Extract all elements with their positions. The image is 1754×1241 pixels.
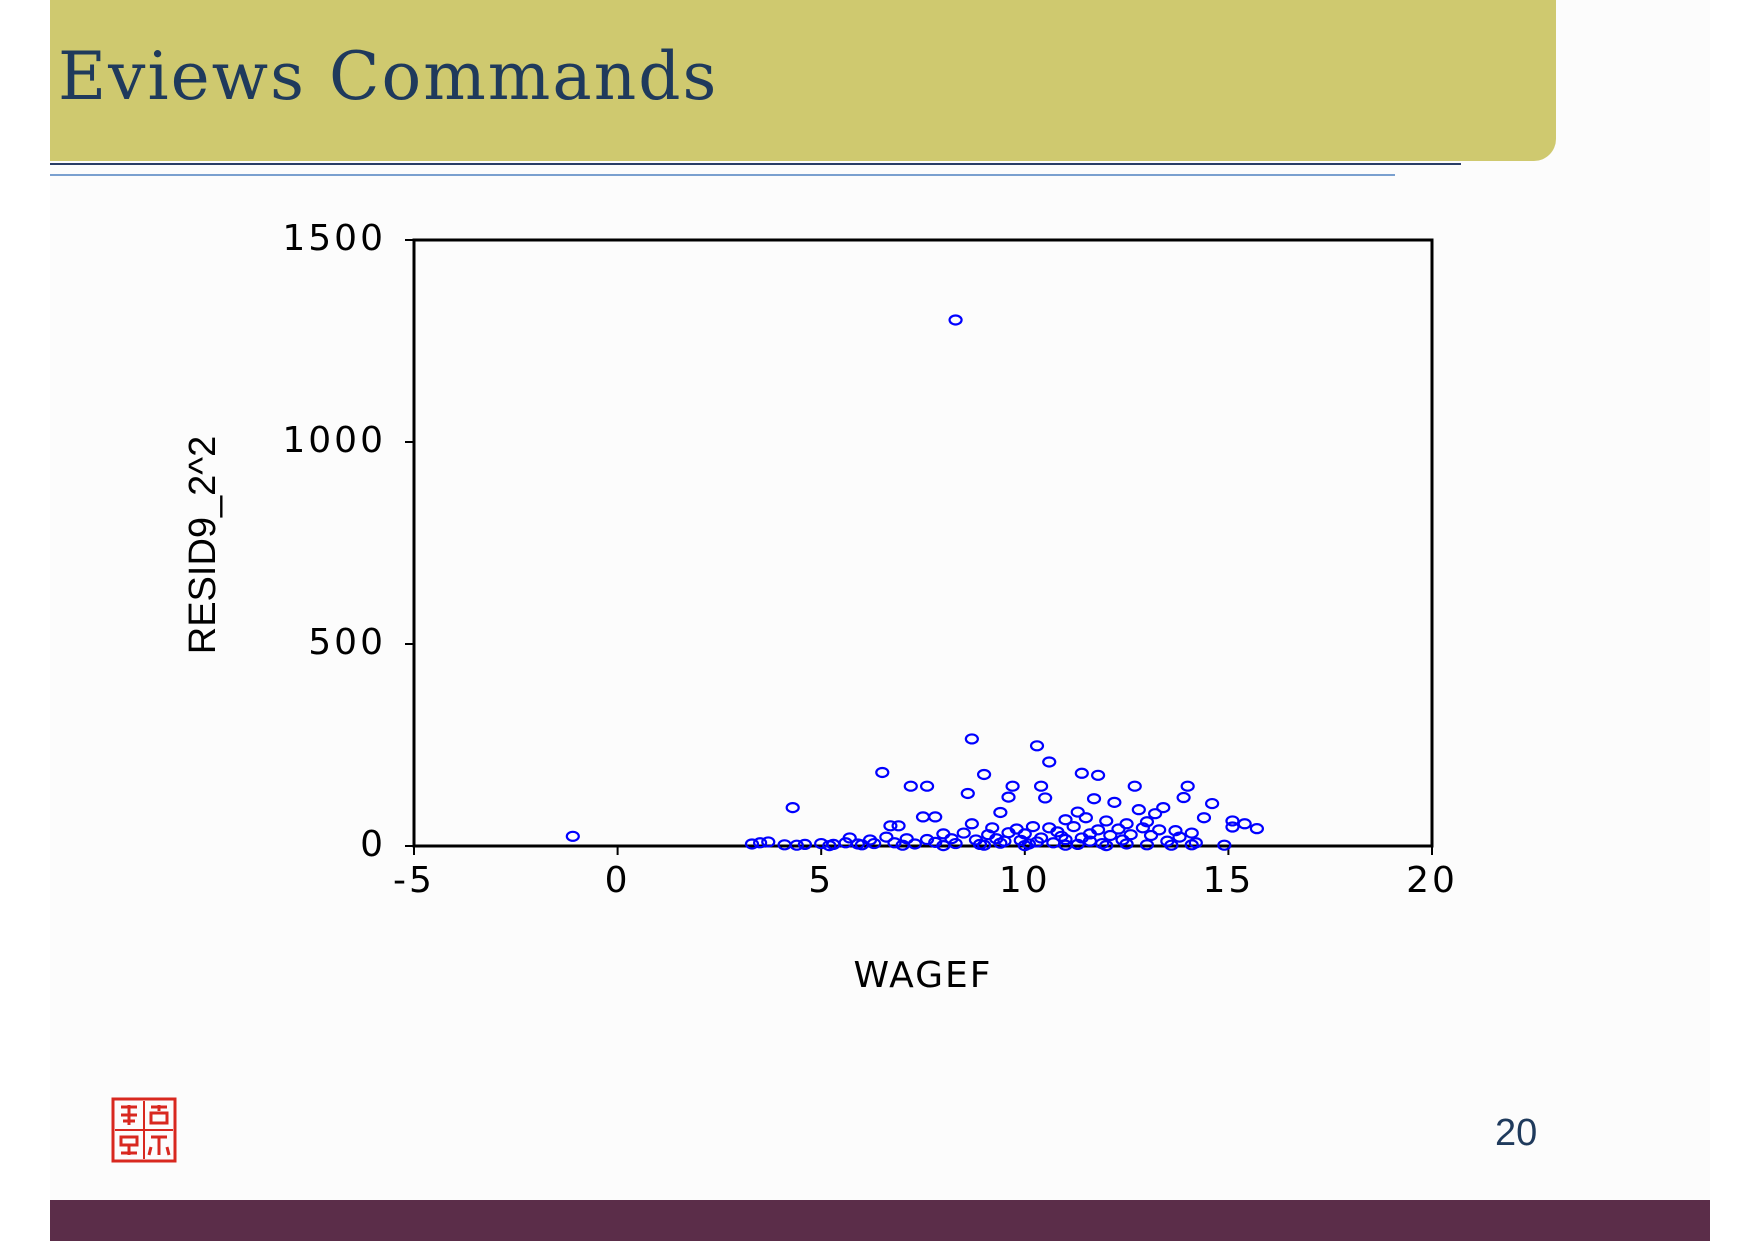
data-point (1225, 821, 1240, 833)
title-bar: Eviews Commands (50, 0, 1556, 161)
data-point (976, 839, 992, 851)
data-point (753, 837, 768, 849)
data-point (1078, 812, 1093, 824)
plot-frame (412, 238, 1434, 848)
x-tick-label: 20 (1406, 860, 1458, 901)
data-point (1152, 824, 1167, 836)
page-number: 20 (1495, 1112, 1538, 1154)
x-tick-label: -5 (393, 860, 435, 901)
data-point (1066, 821, 1081, 833)
data-point (1029, 836, 1045, 848)
data-point (744, 838, 760, 850)
data-point (964, 818, 979, 830)
data-point (1033, 780, 1049, 792)
data-point (1005, 780, 1020, 792)
data-point (919, 833, 935, 846)
data-point (1074, 767, 1089, 779)
y-tick-label: 1500 (282, 218, 386, 259)
x-tick-label: 10 (999, 860, 1051, 901)
data-point (1196, 812, 1212, 824)
data-point (822, 839, 837, 852)
title-divider-light (50, 174, 1395, 176)
data-point (875, 766, 890, 779)
data-point (1029, 740, 1045, 752)
data-point (976, 768, 992, 781)
data-point (1119, 838, 1134, 850)
x-tick-label: 0 (605, 860, 631, 901)
data-point (1148, 808, 1163, 820)
data-point (1139, 839, 1155, 851)
data-point (1237, 818, 1252, 830)
data-point (1156, 802, 1171, 814)
data-point (1225, 815, 1240, 827)
y-tick-label: 1000 (282, 420, 386, 461)
data-point (903, 780, 918, 792)
data-point (854, 839, 870, 851)
y-tick-label: 500 (308, 622, 386, 663)
data-point (919, 780, 935, 792)
data-point (1139, 816, 1155, 828)
data-point (1103, 829, 1118, 842)
data-point (1180, 780, 1195, 792)
data-point (1176, 791, 1191, 804)
data-point (993, 806, 1008, 819)
data-point (1143, 829, 1159, 842)
data-point (1042, 756, 1057, 768)
data-point (928, 811, 943, 823)
data-point (797, 838, 813, 850)
data-point (1249, 823, 1265, 835)
x-axis-label: WAGEF (854, 955, 993, 996)
data-point (1135, 822, 1150, 834)
data-point (1054, 830, 1069, 842)
data-point (1127, 780, 1142, 792)
x-tick-label: 5 (808, 860, 834, 901)
data-point (960, 787, 975, 800)
data-point (936, 828, 951, 840)
data-point (1086, 793, 1102, 805)
y-tick-label: 0 (360, 824, 386, 865)
red-seal-logo-icon (111, 1097, 177, 1163)
data-point (1099, 839, 1114, 852)
data-point (1017, 839, 1032, 852)
slide-title: Eviews Commands (58, 38, 719, 115)
title-divider-dark (50, 163, 1461, 165)
y-axis-label: RESID9_2^2 (182, 436, 224, 655)
data-point (883, 820, 898, 832)
data-point (887, 837, 902, 849)
data-point (956, 827, 971, 839)
x-tick-label: 15 (1202, 860, 1254, 901)
data-point (915, 811, 931, 823)
data-point (1082, 835, 1098, 847)
data-point (1025, 821, 1041, 833)
data-point (1058, 814, 1073, 826)
data-point (785, 802, 800, 814)
data-point (1217, 839, 1232, 851)
data-point (565, 830, 580, 842)
data-point (1184, 839, 1199, 851)
data-point (789, 839, 804, 851)
data-point (964, 733, 979, 745)
data-point (895, 839, 910, 851)
data-point (1038, 792, 1053, 804)
data-point (1205, 797, 1220, 810)
data-point (1184, 827, 1199, 839)
data-point (879, 831, 894, 843)
data-point (761, 836, 776, 848)
data-point (948, 314, 963, 326)
data-point (1090, 769, 1106, 781)
data-point (1111, 823, 1126, 835)
footer-bar (50, 1200, 1710, 1241)
data-point (891, 820, 906, 832)
data-point (1164, 839, 1179, 851)
data-point (997, 835, 1012, 847)
data-point (1001, 791, 1016, 803)
data-point (1131, 804, 1146, 816)
data-point (1172, 831, 1187, 843)
data-point (936, 839, 951, 852)
data-point (1070, 806, 1085, 818)
data-point (1099, 815, 1114, 827)
data-point (1107, 796, 1122, 808)
